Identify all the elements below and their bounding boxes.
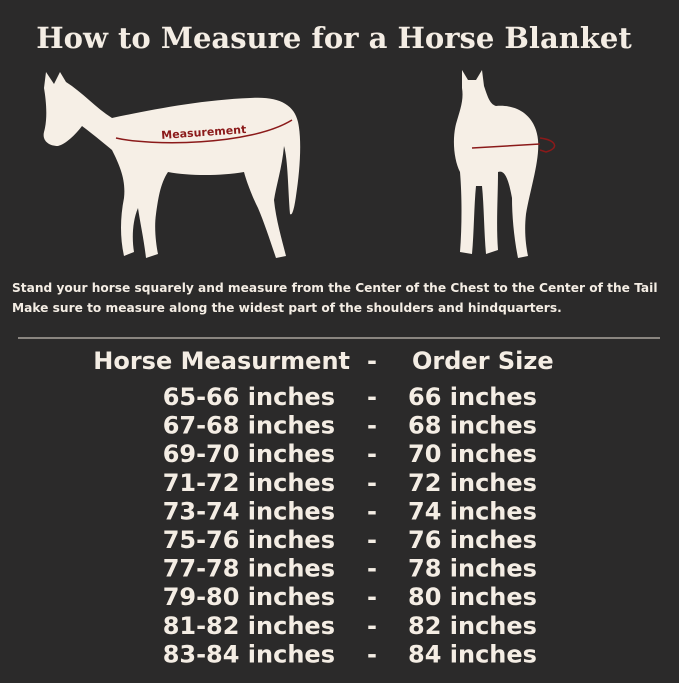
row-separator: - xyxy=(367,640,377,668)
row-separator: - xyxy=(367,469,377,497)
header-size: Order Size xyxy=(412,347,554,375)
header-measurement: Horse Measurment xyxy=(93,347,350,375)
row-separator: - xyxy=(367,526,377,554)
row-measurement: 67-68 inches xyxy=(163,412,335,440)
horse-side-view: Measurement xyxy=(43,72,301,258)
row-size: 66 inches xyxy=(408,383,537,411)
row-separator: - xyxy=(367,383,377,411)
row-measurement: 79-80 inches xyxy=(163,583,335,611)
row-separator: - xyxy=(367,497,377,525)
row-measurement: 73-74 inches xyxy=(163,497,335,525)
row-size: 84 inches xyxy=(408,640,537,668)
header-separator: - xyxy=(367,347,377,375)
measure-line xyxy=(115,119,293,144)
measure-line xyxy=(471,143,541,149)
row-size: 82 inches xyxy=(408,612,537,640)
horse-silhouette xyxy=(43,72,301,258)
measurement-label: Measurement xyxy=(161,123,247,142)
row-measurement: 69-70 inches xyxy=(163,440,335,468)
row-measurement: 83-84 inches xyxy=(163,640,335,668)
measure-arrow xyxy=(539,137,556,153)
row-size: 76 inches xyxy=(408,526,537,554)
horse-front-view xyxy=(453,70,556,258)
row-measurement: 81-82 inches xyxy=(163,612,335,640)
row-separator: - xyxy=(367,583,377,611)
title: How to Measure for a Horse Blanket xyxy=(36,21,632,55)
row-separator: - xyxy=(367,412,377,440)
row-size: 74 inches xyxy=(408,497,537,525)
row-separator: - xyxy=(367,440,377,468)
horse-silhouette xyxy=(453,70,539,258)
row-measurement: 71-72 inches xyxy=(163,469,335,497)
row-separator: - xyxy=(367,555,377,583)
row-measurement: 75-76 inches xyxy=(163,526,335,554)
row-size: 78 inches xyxy=(408,555,537,583)
instruction-line: Stand your horse squarely and measure fr… xyxy=(12,281,658,295)
row-size: 72 inches xyxy=(408,469,537,497)
row-size: 68 inches xyxy=(408,412,537,440)
row-measurement: 65-66 inches xyxy=(163,383,335,411)
instruction-line: Make sure to measure along the widest pa… xyxy=(12,301,562,315)
row-measurement: 77-78 inches xyxy=(163,555,335,583)
row-separator: - xyxy=(367,612,377,640)
row-size: 80 inches xyxy=(408,583,537,611)
row-size: 70 inches xyxy=(408,440,537,468)
